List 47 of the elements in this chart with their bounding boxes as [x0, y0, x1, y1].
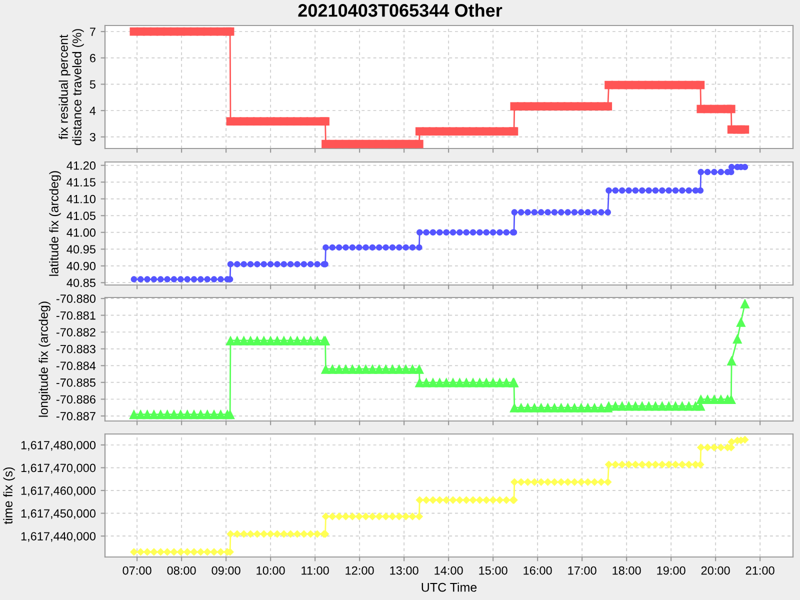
y-tick-label: 1,617,480,000 — [21, 440, 96, 451]
y-tick-label: 41.10 — [66, 194, 96, 204]
y-tick-label: -70.887 — [56, 412, 96, 420]
y-tick-label: 40.95 — [66, 245, 96, 254]
y-tick-label: 3 — [90, 132, 96, 142]
y-axis-title: longitude fix (arcdeg) — [38, 302, 50, 417]
y-tick-label: 41.20 — [66, 161, 96, 170]
x-axis-title: UTC Time — [422, 582, 477, 592]
x-tick-label: 12:00 — [346, 566, 374, 575]
x-tick-label: 08:00 — [167, 566, 196, 575]
x-tick-label: 09:00 — [212, 566, 240, 575]
y-tick-label: 7 — [90, 28, 96, 36]
x-tick-label: 07:00 — [122, 566, 152, 575]
chart-title: 20210403T065344 Other — [298, 4, 502, 17]
y-axis-title: fix residual percent distance traveled (%) — [58, 29, 84, 146]
y-tick-label: 41.15 — [66, 178, 96, 187]
x-tick-label: 20:00 — [701, 566, 730, 575]
x-tick-label: 21:00 — [746, 566, 774, 575]
y-tick-label: 41.00 — [66, 228, 96, 237]
x-tick-label: 10:00 — [256, 566, 285, 575]
y-tick-label: 1,617,470,000 — [21, 464, 96, 474]
y-tick-label: -70.884 — [56, 362, 96, 370]
y-axis-title: time fix (s) — [3, 467, 15, 524]
x-tick-label: 14:00 — [434, 566, 463, 575]
y-tick-label: 1,617,450,000 — [21, 509, 96, 520]
x-tick-label: 16:00 — [524, 566, 552, 575]
x-tick-label: 15:00 — [479, 566, 508, 575]
y-tick-label: 1,617,440,000 — [21, 532, 96, 542]
y-tick-label: 5 — [90, 80, 96, 89]
y-tick-label: -70.882 — [56, 328, 96, 336]
x-tick-label: 13:00 — [390, 566, 418, 575]
x-tick-label: 19:00 — [657, 566, 686, 575]
x-tick-label: 18:00 — [612, 566, 641, 575]
x-tick-label: 11:00 — [302, 566, 329, 575]
y-tick-label: 6 — [90, 54, 96, 62]
y-tick-label: 40.90 — [66, 262, 96, 270]
y-tick-label: 1,617,460,000 — [21, 486, 96, 496]
x-tick-label: 17:00 — [568, 566, 596, 575]
y-axis-title: latitude fix (arcdeg) — [49, 171, 61, 276]
y-tick-label: -70.886 — [56, 395, 96, 404]
y-tick-label: 4 — [90, 106, 96, 115]
y-tick-label: 41.05 — [66, 212, 96, 220]
y-tick-label: -70.883 — [56, 344, 96, 354]
y-tick-label: 40.85 — [66, 278, 96, 288]
y-tick-label: -70.885 — [56, 378, 96, 387]
y-tick-label: -70.880 — [56, 294, 96, 303]
y-tick-label: -70.881 — [56, 311, 96, 320]
